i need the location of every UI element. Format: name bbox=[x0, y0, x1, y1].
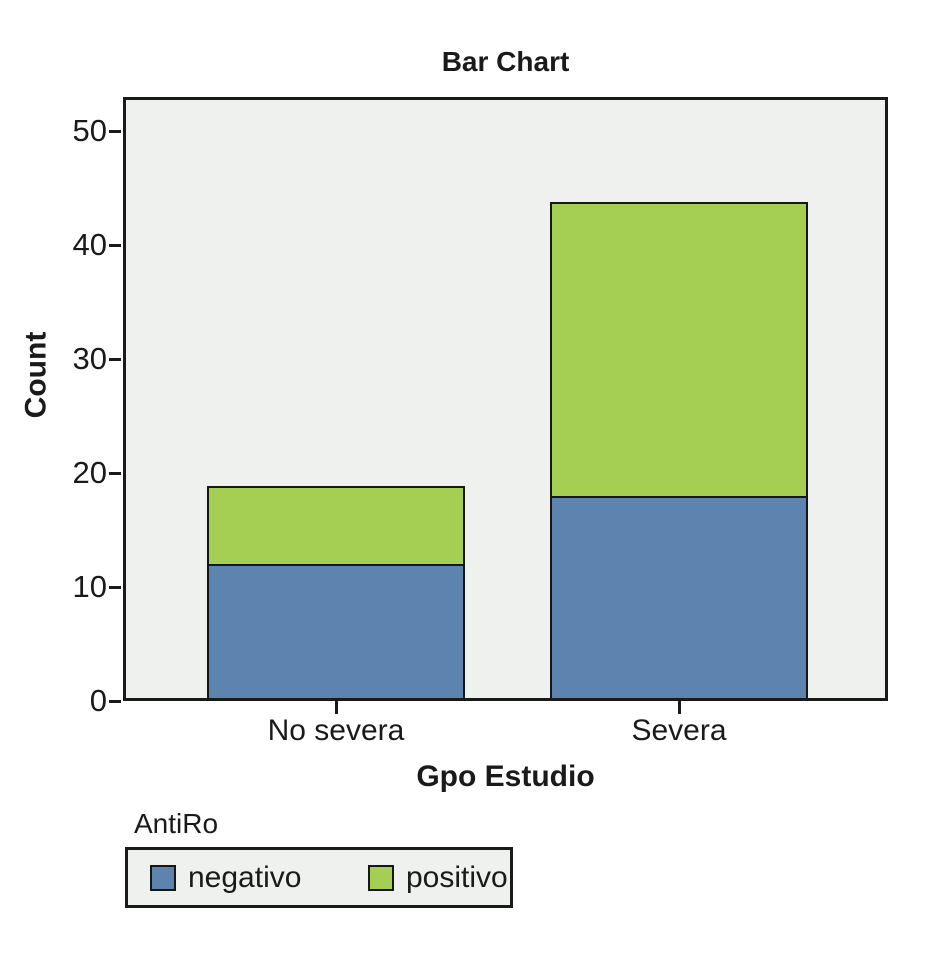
chart-title: Bar Chart bbox=[441, 46, 570, 77]
y-tick-label-30: 30 bbox=[72, 341, 107, 377]
y-tick-mark-10 bbox=[109, 585, 121, 589]
bar-segment-positivo-no-severa bbox=[207, 486, 465, 567]
y-tick-label-40: 40 bbox=[72, 227, 107, 263]
bar-severa bbox=[550, 201, 808, 701]
bar-segment-negativo-no-severa bbox=[207, 564, 465, 701]
y-tick-label-20: 20 bbox=[72, 455, 107, 491]
y-tick-mark-50 bbox=[109, 129, 121, 133]
y-tick-mark-20 bbox=[109, 471, 121, 475]
legend-box: negativo positivo bbox=[125, 847, 513, 908]
legend-swatch-positivo bbox=[368, 864, 394, 891]
y-tick-label-10: 10 bbox=[72, 569, 107, 605]
legend-label-negativo: negativo bbox=[188, 860, 302, 894]
y-tick-label-0: 0 bbox=[89, 683, 107, 718]
legend-entry-negativo: negativo bbox=[150, 850, 301, 905]
x-tick-mark-severa bbox=[677, 701, 681, 714]
y-tick-label-50: 50 bbox=[72, 113, 107, 149]
bar-no-severa bbox=[207, 486, 465, 701]
legend-entry-positivo: positivo bbox=[368, 850, 508, 905]
y-tick-mark-0 bbox=[109, 699, 121, 703]
bar-segment-negativo-severa bbox=[550, 495, 808, 701]
x-axis-title: Gpo Estudio bbox=[416, 760, 595, 793]
y-tick-mark-40 bbox=[109, 243, 121, 247]
x-tick-mark-no-severa bbox=[334, 701, 338, 714]
plot-area bbox=[109, 97, 888, 714]
legend-label-positivo: positivo bbox=[406, 860, 508, 894]
legend-title: AntiRo bbox=[134, 808, 219, 839]
bar-segment-positivo-severa bbox=[550, 201, 808, 498]
y-tick-mark-30 bbox=[109, 357, 121, 361]
legend-swatch-negativo bbox=[150, 864, 176, 891]
x-category-label-severa: Severa bbox=[631, 714, 727, 747]
x-category-label-no-severa: No severa bbox=[267, 714, 405, 747]
